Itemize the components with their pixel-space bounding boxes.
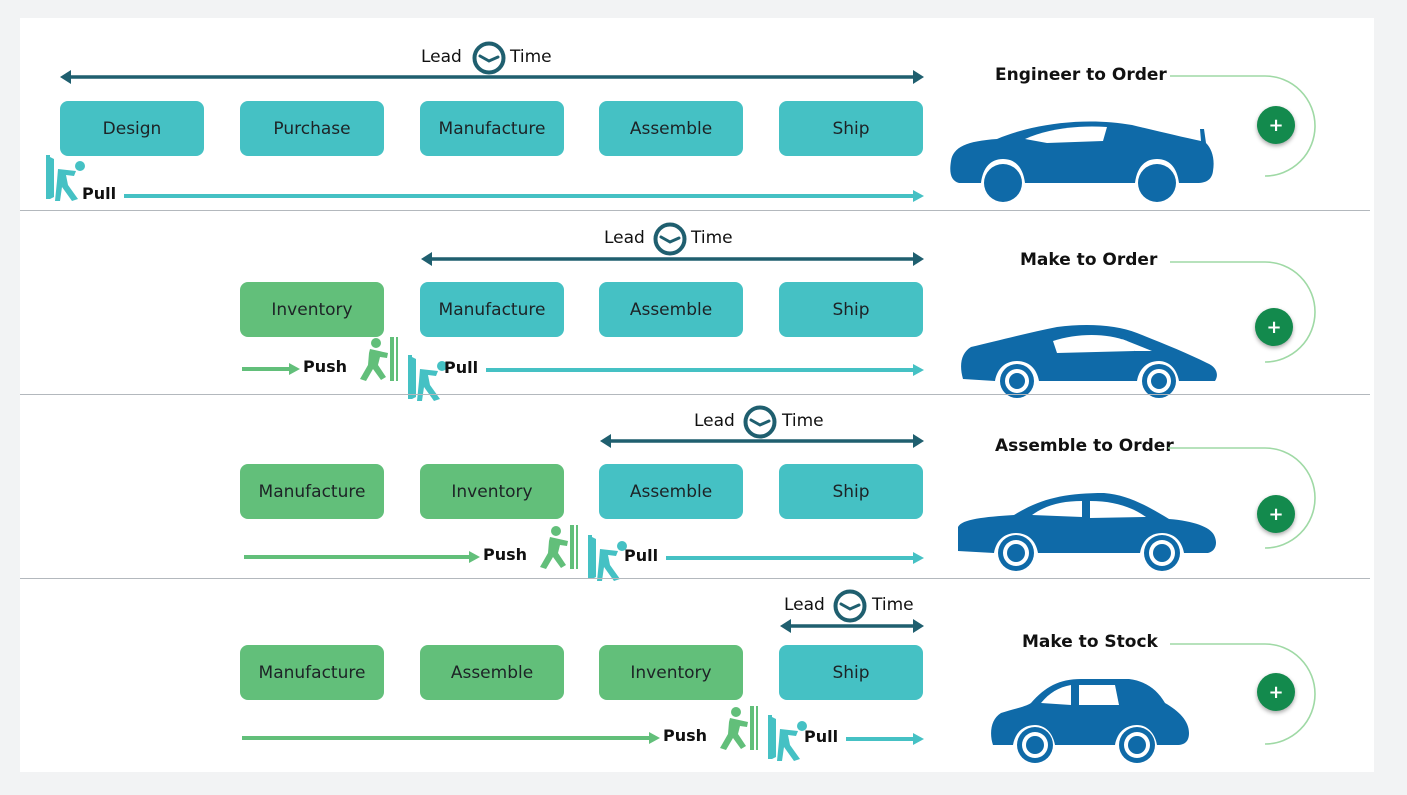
pull-label: Pull (804, 727, 839, 746)
strategy-label: Make to Stock (1022, 632, 1158, 652)
clock-icon (653, 222, 687, 256)
step-assemble: Assemble (599, 282, 743, 337)
pull-label: Pull (624, 546, 659, 565)
step-manufacture: Manufacture (420, 282, 564, 337)
step-ship: Ship (779, 464, 923, 519)
lead-label: Lead (421, 47, 462, 67)
sedan-car-icon (958, 493, 1216, 571)
door-push-person-icon (360, 337, 398, 381)
lead-time-arrow (421, 252, 924, 266)
pull-label: Pull (82, 184, 117, 203)
sports-car-icon (950, 121, 1214, 202)
strategy-bracket (1170, 261, 1316, 363)
door-pull-person-icon (588, 535, 627, 581)
step-assemble: Assemble (599, 464, 743, 519)
step-ship: Ship (779, 282, 923, 337)
push-label: Push (483, 545, 528, 564)
push-arrow (244, 551, 480, 563)
clock-icon (472, 41, 506, 75)
lead-time-arrow (780, 619, 924, 633)
time-label: Time (872, 595, 914, 615)
row-divider (20, 394, 1370, 395)
time-label: Time (510, 47, 552, 67)
strategy-bracket (1170, 75, 1316, 177)
pull-arrow (846, 733, 924, 745)
step-ship: Ship (779, 645, 923, 700)
time-label: Time (782, 411, 824, 431)
lead-label: Lead (784, 595, 825, 615)
step-assemble: Assemble (599, 101, 743, 156)
step-manufacture: Manufacture (240, 645, 384, 700)
clock-icon (833, 589, 867, 623)
step-ship: Ship (779, 101, 923, 156)
push-arrow (242, 363, 300, 375)
door-pull-person-icon (768, 715, 807, 761)
strategy-label: Make to Order (1020, 250, 1158, 270)
step-inventory: Inventory (599, 645, 743, 700)
step-manufacture: Manufacture (240, 464, 384, 519)
row-divider (20, 210, 1370, 211)
step-inventory: Inventory (420, 464, 564, 519)
expand-plus-button[interactable]: + (1255, 308, 1293, 346)
lead-label: Lead (694, 411, 735, 431)
push-label: Push (663, 726, 708, 745)
hatchback-car-icon (991, 679, 1189, 763)
expand-plus-button[interactable]: + (1257, 673, 1295, 711)
diagram-panel: Lead Time Design Purchase Manufacture As… (20, 18, 1374, 772)
push-arrow (242, 732, 660, 744)
coupe-car-icon (961, 325, 1217, 398)
row-make-to-order: Lead Time Inventory Manufacture Assemble… (20, 211, 1374, 401)
strategy-bracket (1170, 643, 1316, 745)
pull-arrow (666, 552, 924, 564)
expand-plus-button[interactable]: + (1257, 495, 1295, 533)
door-pull-person-icon (46, 155, 85, 201)
expand-plus-button[interactable]: + (1257, 106, 1295, 144)
step-assemble: Assemble (420, 645, 564, 700)
strategy-bracket (1168, 447, 1316, 549)
step-purchase: Purchase (240, 101, 384, 156)
step-inventory: Inventory (240, 282, 384, 337)
row-divider (20, 578, 1370, 579)
time-label: Time (691, 228, 733, 248)
lead-time-arrow (600, 434, 924, 448)
clock-icon (743, 405, 777, 439)
lead-label: Lead (604, 228, 645, 248)
pull-arrow (124, 190, 924, 202)
step-manufacture: Manufacture (420, 101, 564, 156)
pull-arrow (486, 364, 924, 376)
pull-label: Pull (444, 358, 479, 377)
door-push-person-icon (720, 706, 758, 750)
row-assemble-to-order: Lead Time Manufacture Inventory Assemble… (20, 395, 1374, 581)
strategy-label: Assemble to Order (995, 436, 1174, 456)
strategy-label: Engineer to Order (995, 65, 1167, 85)
door-push-person-icon (540, 525, 578, 569)
push-label: Push (303, 357, 348, 376)
lead-time-arrow (60, 70, 924, 84)
step-design: Design (60, 101, 204, 156)
door-pull-person-icon (408, 355, 447, 401)
row-make-to-stock: Lead Time Manufacture Assemble Inventory… (20, 579, 1374, 772)
row-engineer-to-order: Lead Time Design Purchase Manufacture As… (20, 18, 1374, 211)
